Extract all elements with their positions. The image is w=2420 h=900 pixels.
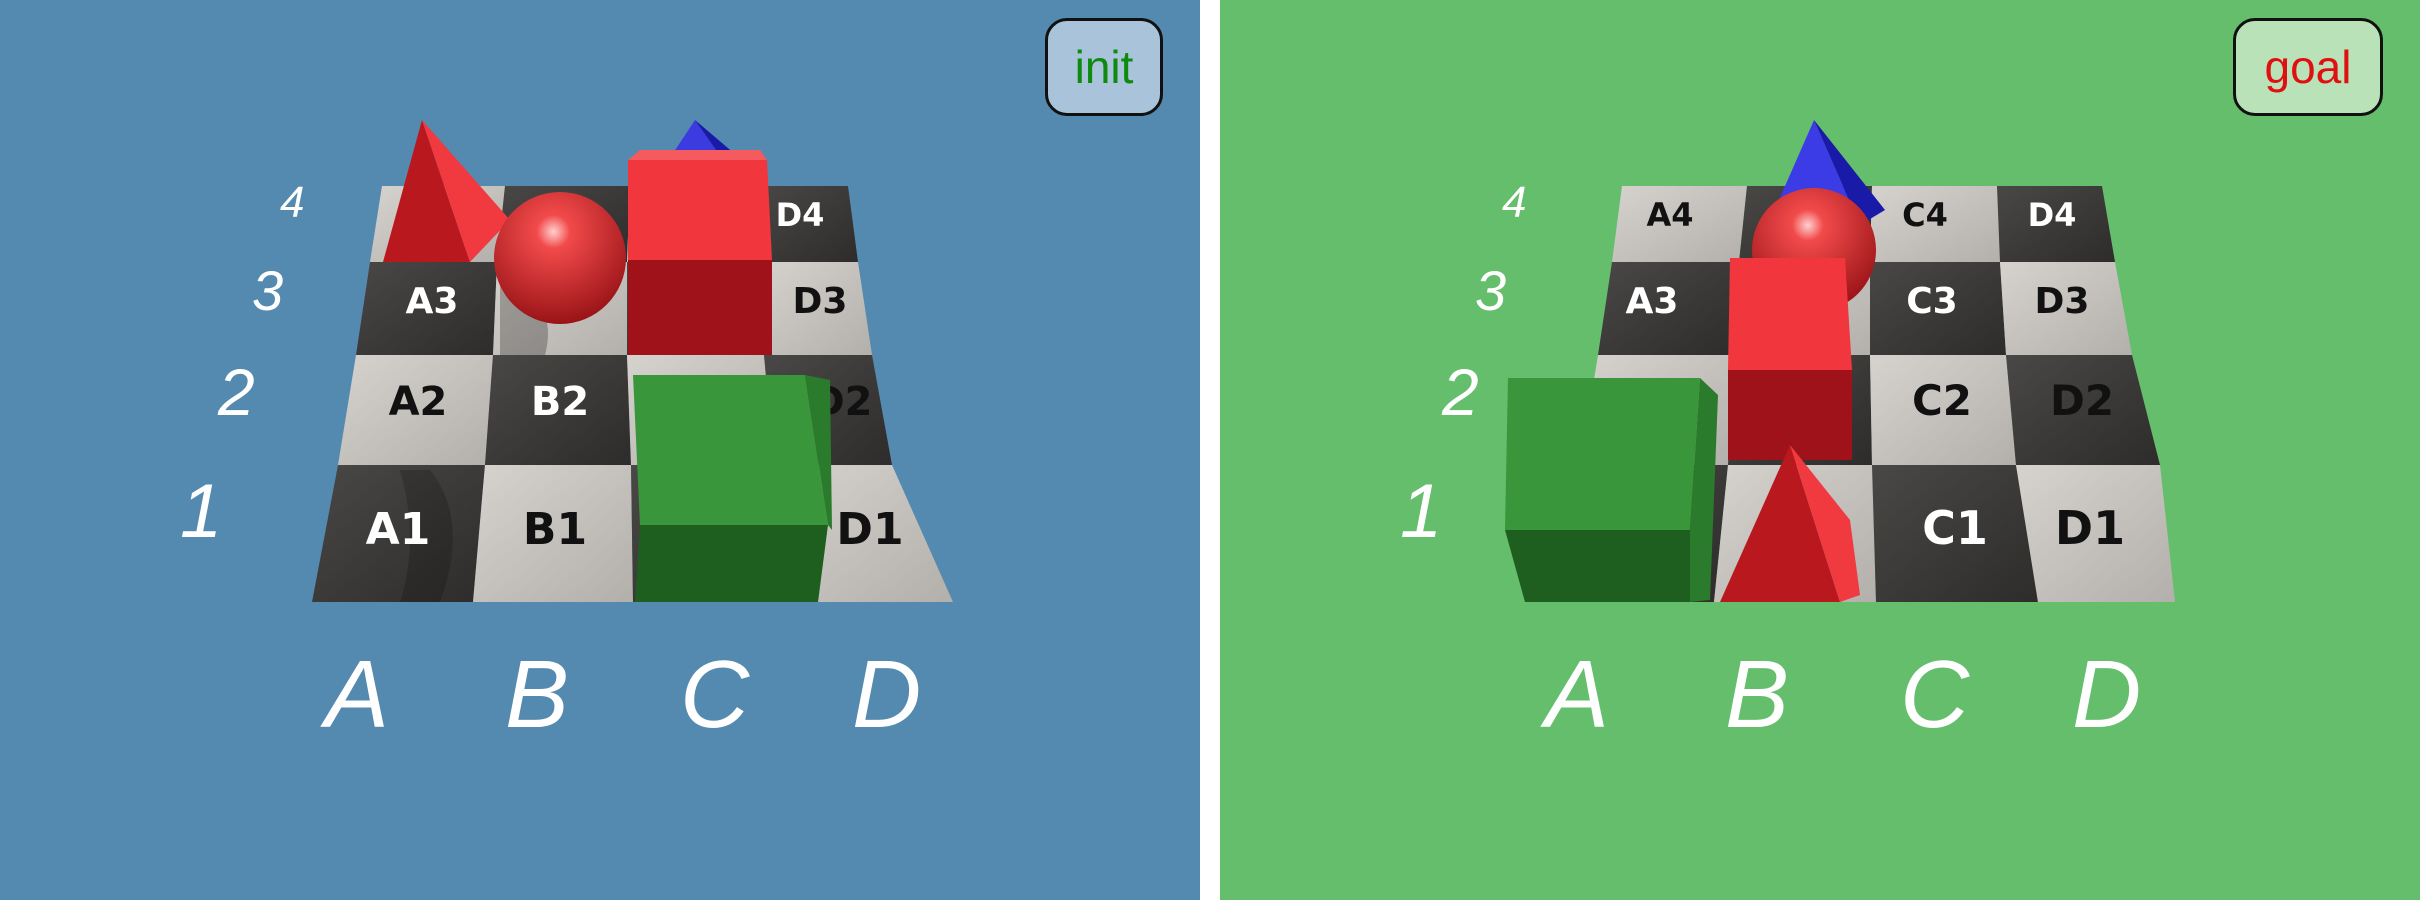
cell-label-c3: C3 xyxy=(1906,281,1957,322)
tile-c4 xyxy=(1870,186,2000,262)
tile-d2 xyxy=(2006,355,2160,465)
tile-c3 xyxy=(1870,262,2006,355)
tile-a3 xyxy=(356,262,497,355)
cell-label-d3: D3 xyxy=(2035,281,2090,322)
cell-label-c2: C2 xyxy=(1912,376,1972,425)
tile-d3 xyxy=(760,262,872,355)
row-label-2: 2 xyxy=(1442,355,1479,429)
red-sphere xyxy=(494,192,626,324)
cell-label-b2: B2 xyxy=(531,379,589,425)
tile-d4 xyxy=(1997,186,2115,262)
cell-label-d2: D2 xyxy=(2050,376,2114,425)
cell-label-d1: D1 xyxy=(2055,501,2125,555)
cell-label-a1: A1 xyxy=(366,504,431,555)
init-badge: init xyxy=(1045,18,1163,116)
cell-label-d3: D3 xyxy=(793,281,848,322)
row-label-4: 4 xyxy=(1502,178,1527,227)
goal-panel: C1 D1 C2 D2 A3 C3 D3 A4 C4 D4 xyxy=(1220,0,2420,900)
cell-label-a2: A2 xyxy=(389,379,448,425)
init-panel: A1 B1 D1 A2 B2 D2 A3 D3 D4 xyxy=(0,0,1200,900)
col-label-d: D xyxy=(2072,641,2142,748)
tile-b2 xyxy=(485,355,631,465)
shadow xyxy=(400,470,453,602)
cell-label-b1: B1 xyxy=(523,504,587,555)
tile-d3 xyxy=(2000,262,2132,355)
tile-a2 xyxy=(338,355,493,465)
col-label-c: C xyxy=(680,641,750,748)
row-label-2: 2 xyxy=(218,355,255,429)
row-label-4: 4 xyxy=(280,178,305,227)
red-cube xyxy=(628,150,772,355)
col-label-b: B xyxy=(1725,641,1790,748)
red-cube xyxy=(1728,258,1852,460)
tile-a4 xyxy=(1612,186,1747,262)
cell-label-d1: D1 xyxy=(836,504,903,555)
goal-badge: goal xyxy=(2233,18,2383,116)
cell-label-d4: D4 xyxy=(776,196,825,234)
row-label-1: 1 xyxy=(1400,469,1443,554)
col-label-c: C xyxy=(1900,641,1970,748)
tile-c2 xyxy=(1870,355,2016,465)
col-label-a: A xyxy=(325,641,390,748)
tile-d1 xyxy=(2016,465,2175,602)
row-label-3: 3 xyxy=(1475,259,1507,322)
red-pyramid xyxy=(1720,445,1860,602)
tile-d4 xyxy=(755,186,858,262)
tile-b1 xyxy=(473,465,633,602)
row-label-1: 1 xyxy=(180,469,223,554)
goal-board-scene: C1 D1 C2 D2 A3 C3 D3 A4 C4 D4 xyxy=(1505,120,2175,602)
cell-label-a3: A3 xyxy=(406,281,459,322)
tile-c1 xyxy=(1872,465,2038,602)
tile-a3 xyxy=(1598,262,1739,355)
cell-label-c1: C1 xyxy=(1922,501,1988,555)
cell-label-d4: D4 xyxy=(2028,196,2077,234)
green-cube xyxy=(633,375,832,602)
tile-a1 xyxy=(312,465,485,602)
cell-label-c4: C4 xyxy=(1902,196,1948,234)
cell-label-a4: A4 xyxy=(1646,196,1693,234)
green-cube xyxy=(1505,378,1718,602)
col-label-b: B xyxy=(505,641,570,748)
col-label-d: D xyxy=(852,641,922,748)
cell-label-a3: A3 xyxy=(1626,281,1679,322)
row-label-3: 3 xyxy=(252,259,284,322)
init-board-scene: A1 B1 D1 A2 B2 D2 A3 D3 D4 xyxy=(312,120,953,602)
red-pyramid xyxy=(383,120,510,262)
col-label-a: A xyxy=(1545,641,1610,748)
